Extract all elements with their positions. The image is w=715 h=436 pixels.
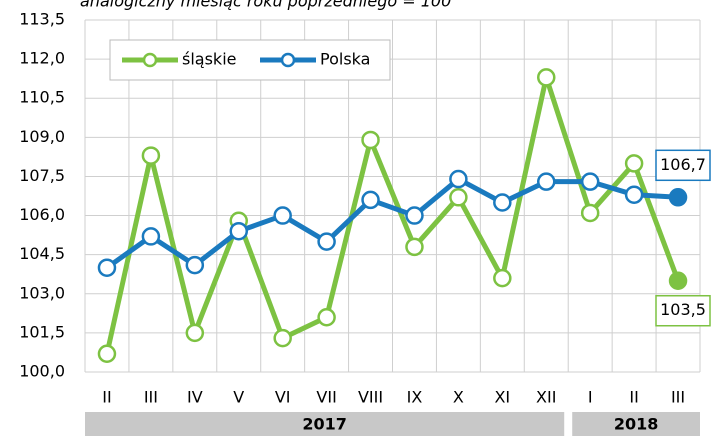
x-tick-label: II xyxy=(629,388,638,407)
series-line xyxy=(104,74,681,355)
point xyxy=(449,188,468,207)
point xyxy=(97,258,117,277)
x-tick-label: VII xyxy=(316,388,336,407)
point xyxy=(537,172,556,191)
legend-marker xyxy=(280,52,296,68)
x-tick-label: I xyxy=(588,388,593,407)
point xyxy=(580,203,600,223)
x-tick-label: II xyxy=(102,388,111,407)
y-tick-label: 106,0 xyxy=(19,205,65,224)
point xyxy=(273,328,292,348)
x-tick-label: X xyxy=(453,388,464,407)
point xyxy=(185,255,205,275)
point xyxy=(580,172,600,191)
legend-label: Polska xyxy=(320,50,370,69)
point xyxy=(361,130,380,150)
point xyxy=(624,185,644,204)
year-band xyxy=(85,412,565,436)
year-band xyxy=(572,412,700,436)
y-tick-label: 100,0 xyxy=(19,362,65,381)
point xyxy=(668,188,688,207)
x-tick-label: V xyxy=(233,388,244,407)
point xyxy=(405,237,424,257)
y-tick-label: 104,5 xyxy=(19,244,65,263)
point xyxy=(317,232,336,251)
y-tick-label: 103,0 xyxy=(19,283,65,302)
y-tick-label: 101,5 xyxy=(19,322,65,341)
value-label-box xyxy=(655,149,711,182)
y-tick-label: 112,0 xyxy=(19,49,65,68)
point xyxy=(624,154,644,173)
x-tick-label: XII xyxy=(536,388,556,407)
point xyxy=(405,206,424,225)
y-tick-label: 109,0 xyxy=(19,127,65,146)
x-tick-label: IV xyxy=(187,388,203,407)
point xyxy=(273,206,292,225)
x-tick-label: XI xyxy=(494,388,510,407)
value-label: 103,5 xyxy=(660,300,706,319)
value-label-box xyxy=(655,294,711,327)
point xyxy=(493,193,512,212)
legend-marker xyxy=(142,52,158,68)
year-label: 2018 xyxy=(614,415,659,434)
value-label: 106,7 xyxy=(660,155,706,174)
point xyxy=(537,68,556,87)
x-tick-label: III xyxy=(144,388,158,407)
year-label: 2017 xyxy=(302,415,347,434)
point xyxy=(668,271,688,290)
y-tick-label: 110,5 xyxy=(19,88,65,107)
point xyxy=(229,221,248,241)
chart-title: analogiczny miesiąc roku poprzedniego = … xyxy=(80,0,451,11)
point xyxy=(449,169,468,189)
point xyxy=(317,307,336,327)
x-tick-label: III xyxy=(671,388,685,407)
point xyxy=(185,323,205,343)
x-tick-label: VIII xyxy=(358,388,383,407)
point xyxy=(141,146,161,165)
legend-label: śląskie xyxy=(182,50,236,69)
x-tick-label: IX xyxy=(407,388,423,407)
point xyxy=(97,344,117,363)
y-tick-label: 107,5 xyxy=(19,166,65,185)
point xyxy=(141,227,161,246)
x-tick-label: VI xyxy=(275,388,291,407)
point xyxy=(493,268,512,288)
y-tick-label: 113,5 xyxy=(19,10,65,29)
point xyxy=(361,190,380,210)
